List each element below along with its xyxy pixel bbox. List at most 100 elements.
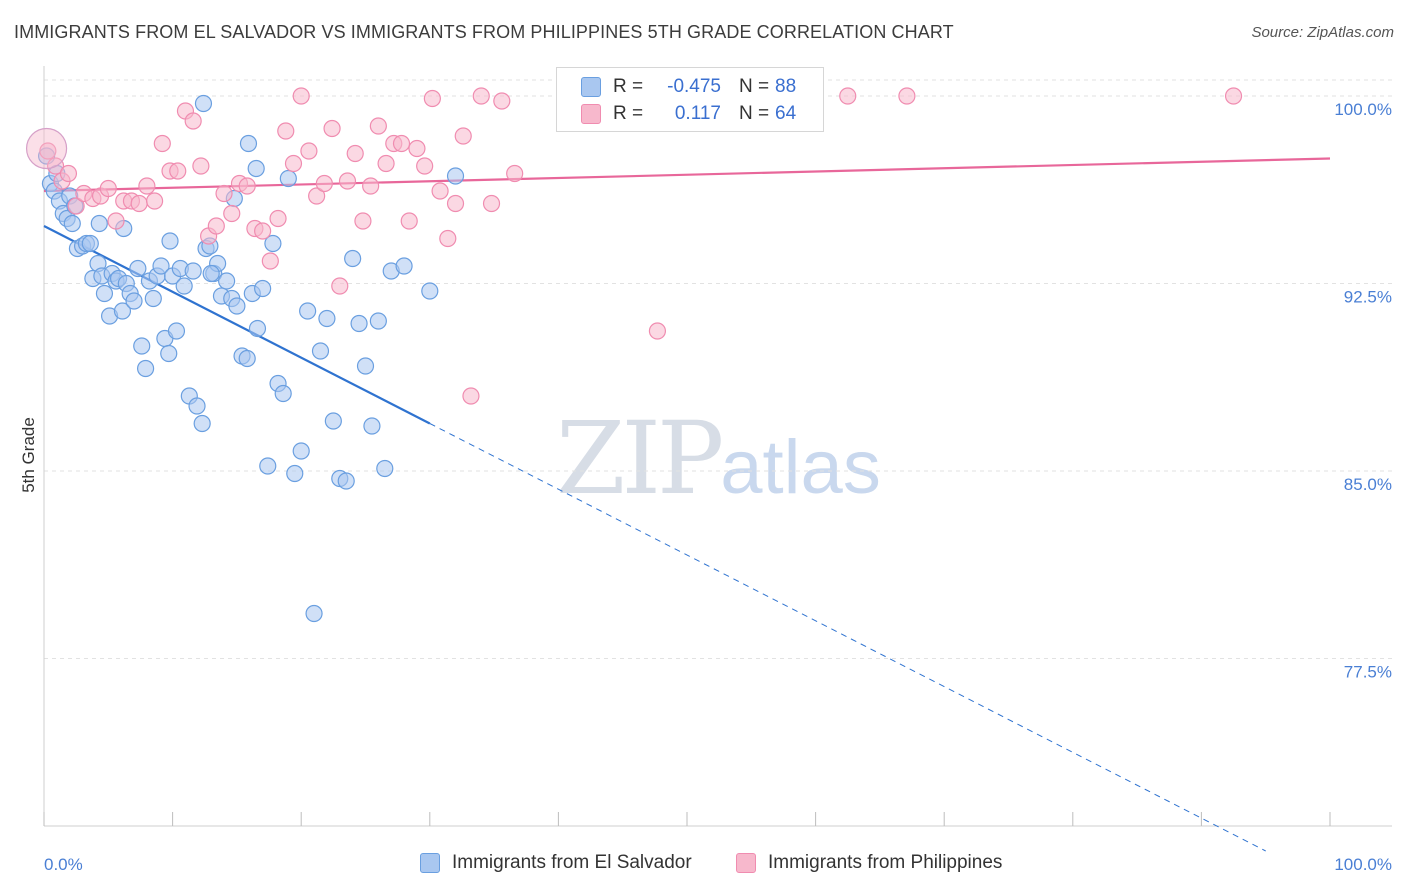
point-philippines: [506, 164, 524, 183]
point-philippines: [215, 184, 233, 203]
point-el-salvador: [264, 234, 282, 253]
point-el-salvador: [202, 264, 220, 283]
point-philippines: [300, 142, 318, 160]
point-el-salvador: [363, 417, 381, 435]
point-philippines: [238, 177, 256, 195]
chart-title: IMMIGRANTS FROM EL SALVADOR VS IMMIGRANT…: [14, 22, 954, 42]
point-el-salvador: [311, 342, 330, 360]
point-philippines: [431, 182, 449, 200]
point-el-salvador: [344, 249, 362, 268]
trend-line-el-salvador: [43, 225, 431, 425]
trend-line-philippines: [43, 157, 1331, 193]
y-tick-label: 100.0%: [1334, 100, 1392, 119]
watermark-atlas: atlas: [720, 425, 881, 510]
point-el-salvador: [318, 309, 336, 328]
point-el-salvador: [218, 272, 236, 290]
point-el-salvador: [81, 234, 99, 253]
legend-r-label: R =: [613, 76, 644, 97]
y-tick-label: 85.0%: [1344, 475, 1392, 494]
point-philippines: [207, 217, 225, 235]
legend-swatch-blue: [581, 77, 601, 97]
legend-r-value: 0.117: [674, 103, 721, 124]
point-philippines: [315, 174, 333, 193]
point-el-salvador: [238, 349, 256, 368]
point-el-salvador: [161, 232, 179, 250]
legend-n-label: N =: [739, 76, 770, 97]
point-philippines: [269, 209, 287, 228]
watermark-zip: ZIP: [556, 400, 724, 517]
bottom-legend-label-philippines: Immigrants from Philippines: [768, 852, 1003, 873]
legend-n-label: N =: [739, 103, 770, 124]
point-el-salvador: [125, 292, 143, 310]
x-tick-label-max: 100.0%: [1334, 855, 1392, 874]
y-axis-title: 5th Grade: [19, 417, 38, 493]
x-tick-label-min: 0.0%: [44, 855, 83, 874]
point-philippines: [184, 112, 202, 130]
point-philippines: [254, 222, 272, 240]
point-el-salvador: [259, 457, 277, 475]
point-el-salvador: [90, 214, 108, 233]
point-el-salvador: [239, 134, 258, 153]
point-el-salvador: [152, 257, 170, 275]
point-philippines: [354, 212, 372, 230]
point-philippines: [331, 277, 349, 295]
point-el-salvador: [184, 262, 202, 280]
point-philippines: [408, 139, 426, 158]
point-el-salvador: [144, 289, 162, 308]
bottom-legend-swatch-blue: [420, 853, 440, 873]
point-el-salvador: [324, 412, 342, 430]
point-el-salvador: [228, 297, 246, 315]
point-philippines: [446, 194, 465, 213]
point-philippines: [99, 179, 117, 198]
point-philippines: [39, 142, 57, 160]
point-el-salvador: [63, 214, 81, 233]
point-philippines: [648, 322, 667, 340]
point-el-salvador: [421, 282, 439, 300]
watermark: ZIPatlas: [556, 400, 881, 517]
point-el-salvador: [167, 322, 186, 340]
point-el-salvador: [194, 94, 213, 113]
point-el-salvador: [113, 302, 132, 320]
point-philippines: [145, 192, 164, 210]
point-philippines: [898, 87, 916, 105]
tick-labels: 77.5% 85.0% 92.5% 100.0% 0.0% 100.0%: [44, 100, 1392, 874]
point-el-salvador: [248, 319, 267, 338]
point-philippines: [153, 134, 171, 153]
correlation-legend: R = -0.475 N = 88 R = 0.117 N = 64: [556, 67, 824, 132]
trend-lines: [43, 157, 1331, 852]
point-philippines: [308, 187, 326, 205]
point-philippines: [482, 194, 501, 213]
point-philippines: [454, 127, 472, 145]
point-el-salvador: [274, 384, 292, 403]
point-el-salvador: [129, 259, 147, 278]
point-philippines: [130, 194, 148, 213]
point-philippines: [169, 162, 187, 180]
grid-lines: [44, 79, 1392, 659]
point-philippines: [362, 177, 380, 195]
point-philippines: [284, 154, 303, 173]
bottom-legend-el-salvador: Immigrants from El Salvador: [420, 852, 692, 874]
legend-swatch-pink: [581, 104, 601, 124]
legend-r-value: -0.475: [667, 76, 721, 97]
point-el-salvador: [376, 459, 394, 478]
point-philippines: [392, 134, 411, 153]
point-el-salvador: [292, 442, 310, 460]
point-el-salvador: [279, 169, 297, 188]
point-el-salvador: [356, 357, 375, 375]
point-el-salvador: [254, 279, 272, 298]
bottom-legend-philippines: Immigrants from Philippines: [736, 852, 1002, 874]
point-cluster-large: [25, 127, 68, 170]
point-el-salvador: [350, 314, 368, 333]
y-tick-label: 92.5%: [1344, 288, 1392, 307]
point-philippines: [839, 87, 857, 105]
point-philippines: [472, 87, 490, 105]
point-philippines: [1224, 87, 1243, 105]
point-el-salvador: [369, 312, 387, 330]
point-philippines: [192, 157, 210, 175]
source-credit: Source: ZipAtlas.com: [1251, 24, 1394, 41]
point-el-salvador: [286, 464, 304, 483]
point-philippines: [369, 117, 387, 135]
point-philippines: [400, 212, 418, 230]
bottom-legend-swatch-pink: [736, 853, 756, 873]
point-philippines: [423, 89, 441, 108]
